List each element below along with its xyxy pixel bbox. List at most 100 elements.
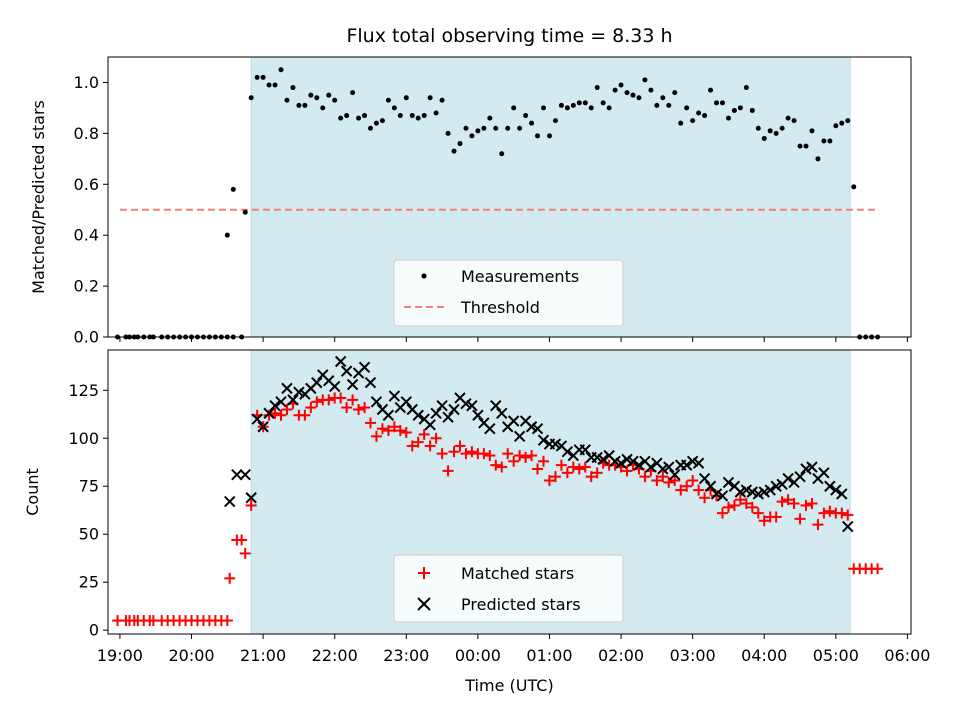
top-y-tick-label: 1.0	[74, 73, 99, 92]
legend-marker-matched	[418, 567, 430, 579]
matched-star-point	[394, 425, 406, 437]
top-y-tick-label: 0.6	[74, 175, 99, 194]
matched-star-point	[382, 425, 394, 437]
measurement-point	[367, 125, 373, 131]
measurement-point	[594, 85, 600, 91]
predicted-cross-b	[728, 480, 741, 492]
predicted-cross-b	[269, 399, 281, 412]
measurement-point	[308, 92, 314, 98]
measurement-point	[433, 110, 439, 116]
matched-star-point	[591, 467, 603, 479]
predicted-cross-b	[358, 361, 371, 373]
measurement-point	[511, 105, 517, 111]
top-plot-frame	[107, 56, 912, 338]
count-panel: 19:00 20:00 21:00 22:00 23:00 00:00 01:00 02:00…	[23, 349, 930, 695]
matched-star-point	[364, 417, 376, 429]
predicted-cross-b	[710, 488, 723, 500]
measurement-point	[684, 105, 690, 111]
predicted-cross-b	[633, 459, 645, 471]
matched-star-point	[224, 572, 236, 584]
predicted-cross-b	[806, 461, 818, 473]
matched-star-point	[663, 476, 675, 488]
predicted-star-point	[836, 488, 848, 500]
measurement-point	[624, 90, 630, 96]
matched-star-point	[669, 474, 681, 486]
measurement-point	[767, 128, 773, 134]
matched-star-point	[651, 474, 663, 486]
predicted-cross-b	[370, 396, 383, 408]
predicted-star-point	[287, 394, 299, 406]
measurement-point	[672, 90, 678, 96]
measurement-point	[797, 143, 803, 149]
matched-star-point	[782, 494, 794, 506]
predicted-cross-b	[466, 399, 478, 412]
matched-star-point	[508, 455, 520, 467]
x-tick-label: 04:00	[741, 646, 787, 665]
x-tick-label: 02:00	[598, 646, 644, 665]
top-y-ticks: 0.0 0.2 0.4 0.6 0.8 1.0	[74, 73, 108, 347]
predicted-star-point	[490, 399, 502, 412]
matched-star-point	[359, 402, 371, 414]
measurement-point	[493, 125, 499, 131]
predicted-cross-b	[680, 459, 693, 471]
measurement-point	[296, 102, 302, 108]
measurement-point	[362, 113, 368, 119]
measurement-point	[666, 102, 672, 108]
measurement-point	[642, 77, 648, 83]
predicted-cross-b	[686, 455, 699, 468]
predicted-cross-b	[716, 490, 729, 502]
predicted-star-point	[818, 467, 830, 479]
matched-star-point	[788, 498, 800, 510]
bottom-y-tick-label: 0	[89, 621, 99, 640]
measurement-point	[529, 120, 535, 126]
top-y-tick-label: 0.2	[74, 277, 99, 296]
measurement-point	[320, 105, 326, 111]
bottom-y-tick-label: 50	[79, 525, 99, 544]
chart-title: Flux total observing time = 8.33 h	[346, 25, 672, 47]
predicted-star-point	[633, 459, 645, 471]
predicted-cross-b	[346, 378, 359, 391]
measurement-point	[475, 128, 481, 134]
predicted-star-point	[370, 396, 383, 408]
measurement-point	[785, 115, 791, 121]
matched-star-point	[406, 440, 418, 452]
measurement-point	[517, 125, 523, 131]
measurement-point	[332, 97, 338, 103]
measurement-point	[791, 118, 797, 124]
predicted-star-point	[496, 407, 508, 420]
measurement-point	[803, 143, 809, 149]
matched-star-point	[872, 563, 884, 575]
predicted-cross-b	[692, 457, 705, 469]
matched-star-point	[758, 515, 770, 527]
matched-star-point	[490, 459, 502, 471]
measurement-point	[588, 105, 594, 111]
predicted-star-point	[663, 461, 675, 473]
predicted-star-point	[231, 469, 243, 481]
matched-star-point	[430, 432, 442, 444]
predicted-cross-b	[579, 444, 591, 456]
measurement-point	[821, 138, 827, 144]
predicted-cross-b	[531, 422, 544, 435]
predicted-star-point	[782, 472, 794, 485]
predicted-cross-b	[549, 438, 562, 450]
measurement-point	[731, 107, 737, 113]
measurement-point	[851, 184, 857, 190]
measurement-point	[385, 97, 391, 103]
predicted-cross-b	[507, 415, 520, 427]
measurement-point	[248, 95, 254, 101]
matched-star-point	[448, 446, 460, 458]
predicted-star-point	[645, 461, 657, 473]
measurement-point	[451, 148, 457, 154]
predicted-star-point	[513, 430, 526, 443]
predicted-star-point	[340, 365, 353, 377]
predicted-cross-b	[412, 409, 424, 421]
predicted-cross-b	[239, 469, 251, 481]
predicted-star-point	[698, 472, 711, 485]
predicted-star-point	[334, 355, 347, 368]
matched-star-point	[335, 392, 347, 404]
predicted-cross-b	[794, 470, 806, 483]
measurement-point	[761, 135, 767, 141]
matched-star-point	[746, 501, 758, 513]
predicted-cross-b	[460, 398, 472, 410]
measurement-point	[612, 87, 618, 93]
